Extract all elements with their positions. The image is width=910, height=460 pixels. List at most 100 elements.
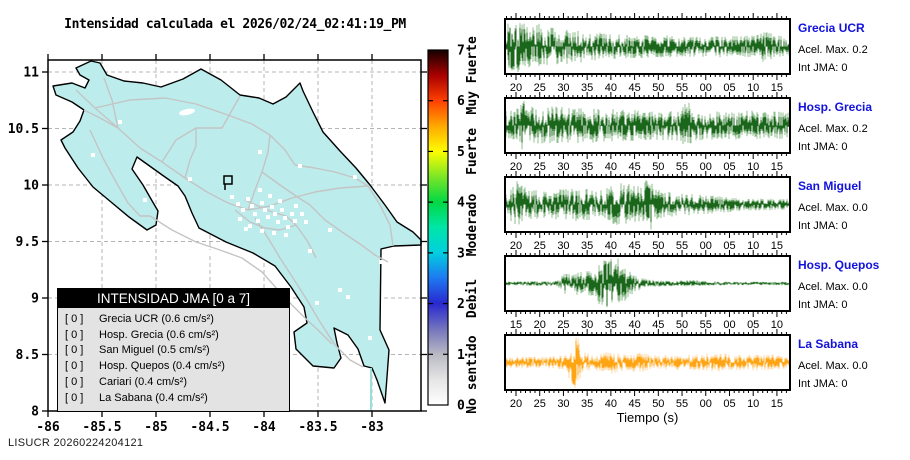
waveform-trace bbox=[506, 340, 789, 385]
station-marker bbox=[328, 228, 332, 232]
costa-rica-map: -86 -85.5 -85 -84.5 -84 -83.5 -83 11 10.5 10 9.5 9 8… bbox=[8, 54, 427, 435]
panel-x-tick-label: 35 bbox=[605, 319, 617, 331]
costa-rica-landmass bbox=[52, 60, 422, 404]
acel-max-grecia-ucr: Acel. Max. 0.2 bbox=[798, 44, 868, 56]
station-marker bbox=[258, 188, 262, 192]
road-line bbox=[254, 217, 364, 368]
panel-x-tick-label: 50 bbox=[652, 82, 664, 94]
int-jma-hosp-quepos: Int JMA: 0 bbox=[798, 299, 848, 311]
map-x-tick-label: -85 bbox=[144, 420, 167, 435]
acel-max-hosp-quepos: Acel. Max. 0.0 bbox=[798, 281, 868, 293]
colorbar-tick-label: 5 bbox=[457, 145, 465, 160]
station-marker bbox=[368, 336, 372, 340]
station-marker bbox=[256, 219, 260, 223]
int-jma-san-miguel: Int JMA: 0 bbox=[798, 220, 848, 232]
seismogram-panel: 15 20 25 30 35 40 45 50 55 00 05 10 bbox=[504, 250, 791, 331]
colorbar-tick-label: 2 bbox=[457, 297, 465, 312]
colorbar-category-label: No sentido bbox=[465, 335, 480, 413]
seismogram-panels: 20 25 30 35 40 45 50 55 00 05 10 15 20 25 30 35 40 45 50 55… bbox=[504, 13, 791, 410]
panel-x-tick-label: 35 bbox=[581, 240, 593, 252]
panel-x-tick-label: 05 bbox=[723, 82, 735, 94]
legend-item-station: Grecia UCR (0.6 cm/s²) bbox=[99, 313, 214, 325]
station-marker bbox=[238, 217, 242, 221]
road-line bbox=[184, 128, 197, 179]
station-marker bbox=[268, 194, 272, 198]
jma-intensity-legend: INTENSIDAD JMA [0 a 7] [ 0 ] Grecia UCR (… bbox=[57, 288, 290, 413]
road-line bbox=[367, 185, 394, 247]
colorbar-tick-label: 3 bbox=[457, 246, 465, 261]
station-marker bbox=[276, 220, 280, 224]
station-marker bbox=[308, 249, 312, 253]
station-marker bbox=[246, 197, 250, 201]
panel-x-tick-label: 15 bbox=[510, 319, 522, 331]
road-line bbox=[89, 129, 150, 217]
road-line bbox=[309, 204, 389, 263]
int-jma-hosp-grecia: Int JMA: 0 bbox=[798, 141, 848, 153]
road-line bbox=[149, 215, 293, 306]
int-jma-la-sabana: Int JMA: 0 bbox=[798, 378, 848, 390]
station-marker bbox=[273, 212, 277, 216]
station-marker bbox=[208, 250, 212, 254]
panel-x-tick-label: 55 bbox=[676, 398, 688, 410]
station-marker bbox=[236, 202, 240, 206]
legend-item: [ 0 ] Grecia UCR (0.6 cm/s²) bbox=[58, 312, 289, 328]
panel-x-tick-label: 10 bbox=[747, 161, 759, 173]
legend-item: [ 0 ] Hosp. Grecia (0.6 cm/s²) bbox=[58, 328, 289, 344]
station-marker bbox=[283, 216, 287, 220]
road-line bbox=[94, 97, 296, 166]
station-marker bbox=[260, 229, 264, 233]
panel-x-tick-label: 05 bbox=[723, 240, 735, 252]
panel-x-tick-label: 50 bbox=[676, 319, 688, 331]
map-y-tick-label: 10 bbox=[23, 179, 39, 194]
panel-x-tick-label: 30 bbox=[557, 161, 569, 173]
panel-x-tick-label: 45 bbox=[628, 240, 640, 252]
station-marker bbox=[284, 233, 288, 237]
colorbar-bar bbox=[427, 49, 449, 406]
station-marker bbox=[250, 204, 254, 208]
panel-x-tick-label: 30 bbox=[581, 319, 593, 331]
panel-x-tick-label: 10 bbox=[747, 82, 759, 94]
legend-body: [ 0 ] Grecia UCR (0.6 cm/s²) [ 0 ] Hosp. Gr… bbox=[58, 308, 289, 411]
panel-x-tick-label: 40 bbox=[605, 82, 617, 94]
jma-intensity-colorbar: 0 1 2 3 4 5 6 7 No sentido Debil Moderado Fuerte Muy… bbox=[427, 36, 480, 414]
panel-x-tick-label: 20 bbox=[510, 240, 522, 252]
map-y-tick-label: 8.5 bbox=[16, 348, 39, 363]
panel-x-tick-label: 55 bbox=[700, 319, 712, 331]
map-x-tick-label: -85.5 bbox=[82, 420, 121, 435]
station-marker bbox=[248, 224, 252, 228]
panel-x-tick-label: 20 bbox=[534, 319, 546, 331]
colorbar-tick-label: 6 bbox=[457, 94, 465, 109]
panel-x-tick-label: 45 bbox=[652, 319, 664, 331]
panel-x-tick-label: 10 bbox=[747, 398, 759, 410]
panel-x-tick-label: 10 bbox=[771, 319, 783, 331]
legend-item-intensity: [ 0 ] bbox=[65, 375, 84, 388]
seismogram-panel: 20 25 30 35 40 45 50 55 00 05 10 15 bbox=[504, 13, 791, 94]
station-marker bbox=[118, 120, 122, 124]
station-marker bbox=[298, 164, 302, 168]
station-name-hosp-grecia: Hosp. Grecia bbox=[798, 100, 873, 114]
panel-x-tick-label: 40 bbox=[605, 161, 617, 173]
station-marker bbox=[241, 208, 245, 212]
road-line bbox=[261, 171, 311, 206]
map-y-tick-label: 9 bbox=[31, 292, 39, 307]
panel-x-tick-label: 25 bbox=[534, 82, 546, 94]
panel-x-tick-label: 45 bbox=[628, 398, 640, 410]
legend-header: INTENSIDAD JMA [0 a 7] bbox=[58, 289, 289, 308]
station-marker bbox=[286, 225, 290, 229]
map-y-tick-label: 11 bbox=[23, 66, 39, 81]
map-y-tick-label: 8 bbox=[31, 405, 39, 420]
waveform-trace bbox=[506, 104, 789, 143]
map-x-tick-label: -83 bbox=[360, 420, 383, 435]
map-title: Intensidad calculada el 2026/02/24_02:41… bbox=[64, 17, 406, 32]
colorbar-category-label: Muy Fuerte bbox=[465, 36, 480, 114]
station-marker bbox=[379, 260, 383, 264]
legend-item-station: San Miguel (0.5 cm/s²) bbox=[99, 344, 210, 357]
panel-x-tick-label: 30 bbox=[557, 82, 569, 94]
panel-x-tick-label: 50 bbox=[652, 161, 664, 173]
panel-x-tick-label: 30 bbox=[557, 398, 569, 410]
station-marker bbox=[91, 153, 95, 157]
road-line bbox=[234, 209, 297, 231]
map-x-tick-label: -83.5 bbox=[298, 420, 337, 435]
